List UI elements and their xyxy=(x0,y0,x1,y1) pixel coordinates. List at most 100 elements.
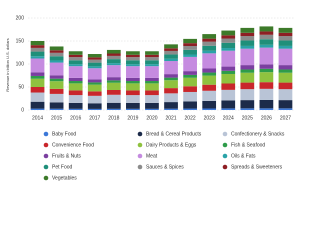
legend-swatch xyxy=(222,142,228,148)
x-tick-label: 2015 xyxy=(51,115,62,121)
bar-segment xyxy=(221,100,236,109)
legend-swatch xyxy=(137,131,143,137)
bar-segment xyxy=(183,38,197,44)
bar-segment xyxy=(145,66,159,78)
bar-segment xyxy=(259,108,274,110)
bar-segment xyxy=(68,83,83,91)
bar-segment xyxy=(30,92,45,102)
bar-segment xyxy=(68,66,83,78)
bar-segment xyxy=(164,44,178,49)
bar-segment xyxy=(183,71,197,75)
bar-segment xyxy=(240,40,255,46)
bar-segment xyxy=(106,53,121,56)
x-tick-label: 2020 xyxy=(146,115,157,121)
bar-segment xyxy=(240,108,255,110)
bar-segment xyxy=(49,88,64,94)
bar-segment xyxy=(202,90,217,101)
bar-segment xyxy=(106,82,121,90)
bar-segment xyxy=(259,68,274,73)
bar-segment xyxy=(278,45,293,49)
x-tick-label: 2026 xyxy=(261,115,272,121)
bar-segment xyxy=(126,54,140,58)
bar-segment xyxy=(106,77,121,81)
bar-segment xyxy=(106,94,121,103)
bar-segment xyxy=(278,72,293,83)
bar-segment xyxy=(30,75,45,79)
bar-segment xyxy=(202,84,217,91)
bar-segment xyxy=(259,64,274,69)
bar-segment xyxy=(183,49,197,55)
legend-label: Convenience Food xyxy=(52,142,94,148)
bar-segment xyxy=(164,88,178,94)
legend-label: Sauces & Spices xyxy=(146,164,184,170)
bar-segment xyxy=(202,41,217,46)
bar-segment xyxy=(278,36,293,41)
y-axis-label: Revenue in billion U.S. dollars xyxy=(5,38,10,91)
bar-segment xyxy=(49,50,64,53)
bar-segment xyxy=(87,79,102,83)
bar-segment xyxy=(221,66,236,71)
bar-segment xyxy=(68,102,83,109)
bar-segment xyxy=(202,75,217,85)
y-tick-label: 200 xyxy=(16,15,25,21)
bar-segment xyxy=(278,32,293,37)
bar-segment xyxy=(202,53,217,69)
y-tick-label: 150 xyxy=(16,38,25,44)
bar-segment xyxy=(126,108,140,110)
bar-segment xyxy=(30,58,45,73)
legend-label: Spreads & Sweeteners xyxy=(231,164,283,170)
legend-swatch xyxy=(43,175,49,181)
bar-segment xyxy=(126,51,140,55)
chart: Revenue in billion U.S. dollars 0 50 100 15… xyxy=(5,15,295,181)
bar-segment xyxy=(278,108,293,110)
bar-segment xyxy=(183,43,197,47)
bar-segment xyxy=(30,56,45,59)
bar-segment xyxy=(164,61,178,75)
legend-label: Bread & Cereal Products xyxy=(146,131,202,137)
bar-segment xyxy=(164,108,178,110)
x-tick-label: 2017 xyxy=(89,115,100,121)
bar-segment xyxy=(49,52,64,57)
bar-segment xyxy=(278,48,293,66)
bar-segment xyxy=(49,75,64,79)
bar-segment xyxy=(87,54,102,58)
legend-swatch xyxy=(137,164,143,170)
bar-segment xyxy=(106,108,121,110)
bar-segment xyxy=(30,41,45,46)
bar-segment xyxy=(30,72,45,76)
bar-segment xyxy=(87,84,102,92)
bar-segment xyxy=(183,54,197,57)
bar-segment xyxy=(145,60,159,65)
bar-segment xyxy=(106,65,121,78)
bar-segment xyxy=(126,102,140,109)
legend-swatch xyxy=(43,142,49,148)
y-tick-label: 50 xyxy=(18,84,24,90)
legend-swatch xyxy=(43,164,49,170)
y-tick-label: 0 xyxy=(21,107,24,113)
bar-segment xyxy=(278,27,293,33)
bar-segment xyxy=(240,69,255,73)
legend-label: Fruits & Nuts xyxy=(52,153,81,159)
bar-segment xyxy=(183,91,197,102)
bar-segment xyxy=(259,26,274,32)
bar-segment xyxy=(240,100,255,109)
bar-segment xyxy=(145,81,159,84)
bar-segment xyxy=(106,80,121,83)
bar-segment xyxy=(87,57,102,60)
bar-segment xyxy=(30,78,45,87)
bar-segment xyxy=(278,69,293,73)
bar-segment xyxy=(221,42,236,49)
bar-segment xyxy=(49,78,64,82)
bar-segment xyxy=(221,30,236,36)
bar-segment xyxy=(49,108,64,110)
legend-swatch xyxy=(137,153,143,159)
bar-segment xyxy=(126,60,140,65)
bar-segment xyxy=(87,103,102,109)
bar-segment xyxy=(164,77,178,81)
bar-segment xyxy=(183,77,197,87)
bar-segment xyxy=(106,49,121,54)
legend-label: Baby Food xyxy=(52,131,76,137)
bar-segment xyxy=(240,72,255,83)
bar-segment xyxy=(202,34,217,39)
bar-segment xyxy=(87,95,102,104)
